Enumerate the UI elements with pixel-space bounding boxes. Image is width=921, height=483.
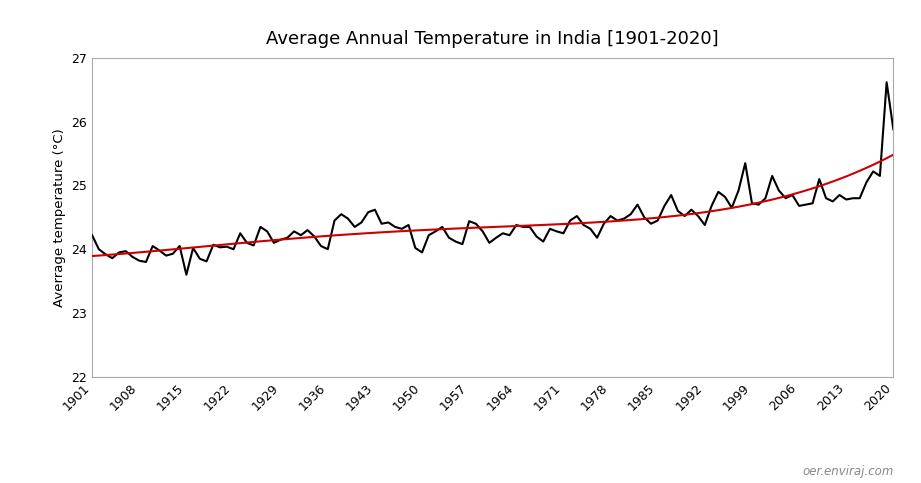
Text: oer.enviraj.com: oer.enviraj.com bbox=[802, 465, 893, 478]
Y-axis label: Averrage temperature (°C): Averrage temperature (°C) bbox=[52, 128, 65, 307]
Title: Average Annual Temperature in India [1901-2020]: Average Annual Temperature in India [190… bbox=[266, 30, 719, 48]
